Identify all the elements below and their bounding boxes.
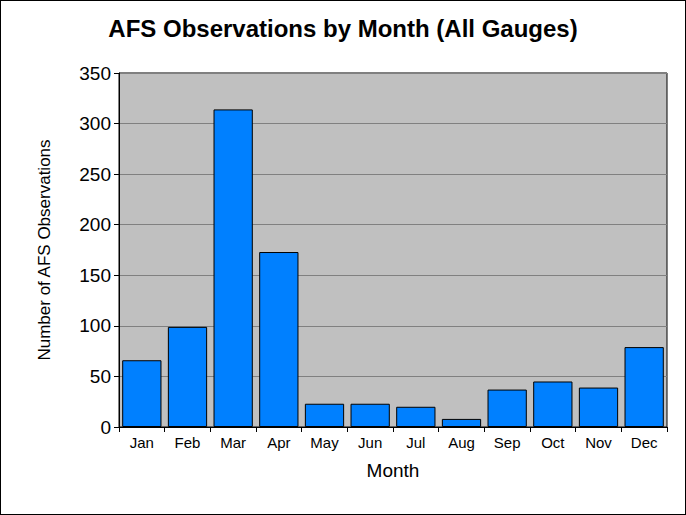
svg-text:Number of AFS Observations: Number of AFS Observations: [35, 139, 54, 360]
svg-text:150: 150: [79, 265, 111, 286]
svg-text:Aug: Aug: [448, 434, 475, 451]
svg-text:Month: Month: [367, 460, 420, 481]
svg-text:Feb: Feb: [175, 434, 201, 451]
svg-text:Jun: Jun: [358, 434, 382, 451]
svg-text:Apr: Apr: [267, 434, 290, 451]
svg-text:100: 100: [79, 315, 111, 336]
svg-text:0: 0: [100, 417, 111, 438]
svg-text:300: 300: [79, 113, 111, 134]
svg-text:Jul: Jul: [406, 434, 425, 451]
svg-text:350: 350: [79, 63, 111, 84]
svg-text:Sep: Sep: [494, 434, 521, 451]
svg-text:AFS Observations by Month (All: AFS Observations by Month (All Gauges): [108, 15, 577, 42]
svg-text:Oct: Oct: [541, 434, 565, 451]
svg-text:Mar: Mar: [220, 434, 246, 451]
svg-text:May: May: [310, 434, 339, 451]
svg-text:Dec: Dec: [631, 434, 658, 451]
svg-text:Jan: Jan: [130, 434, 154, 451]
svg-text:200: 200: [79, 214, 111, 235]
svg-text:Nov: Nov: [585, 434, 612, 451]
svg-text:250: 250: [79, 164, 111, 185]
svg-text:50: 50: [90, 366, 111, 387]
